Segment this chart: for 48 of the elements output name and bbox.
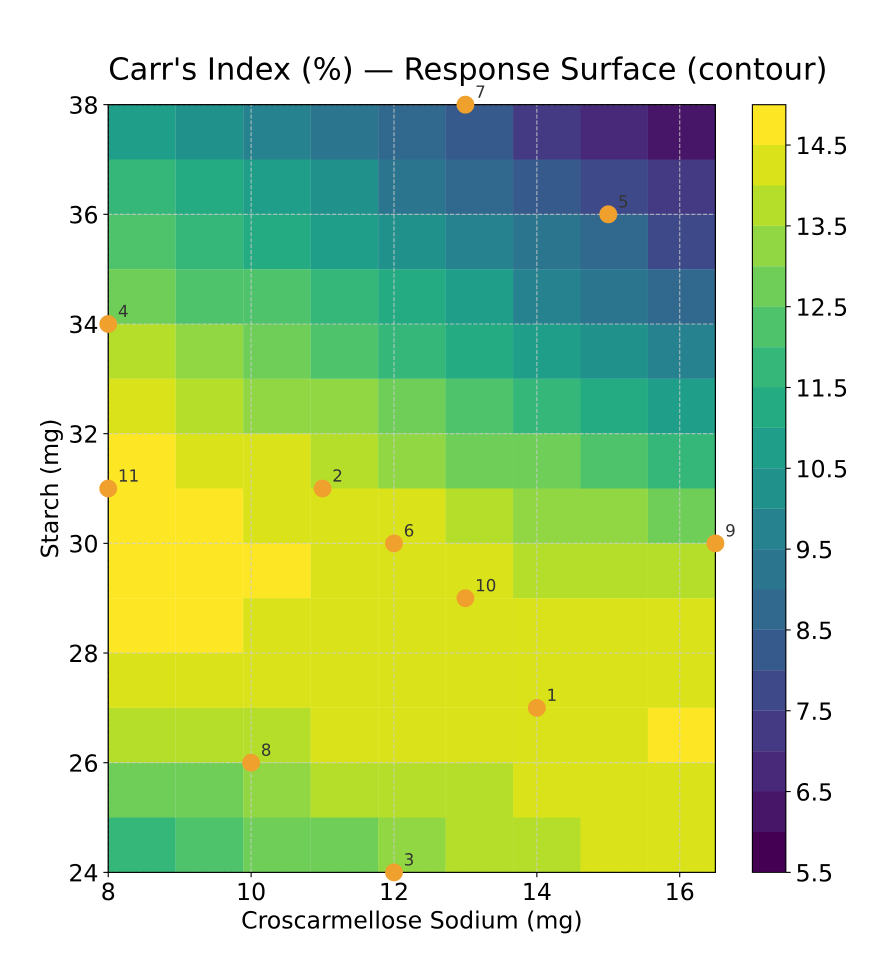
annotation: 10 — [476, 578, 496, 592]
color-bar-label: 8.5 — [797, 621, 832, 640]
point — [706, 534, 724, 552]
point — [456, 589, 474, 608]
point — [385, 863, 403, 882]
color-bar-label: 9.5 — [797, 540, 832, 558]
y-tick-label: 26 — [70, 754, 98, 772]
color-bar-label: 11.5 — [798, 379, 846, 397]
annotation: 7 — [476, 86, 484, 98]
annotation: 8 — [262, 743, 270, 756]
color-bar-label: 7.5 — [798, 702, 832, 720]
y-axis-title: Starch (mg) — [40, 420, 63, 557]
point — [456, 96, 474, 114]
point — [528, 698, 546, 717]
annotation: 1 — [548, 688, 556, 701]
point — [242, 754, 260, 772]
point — [99, 315, 118, 333]
y-tick-label: 30 — [70, 534, 97, 553]
annotation: 11 — [120, 469, 138, 482]
color-bar-label: 5.5 — [797, 864, 832, 882]
y-tick-label: 36 — [70, 206, 98, 224]
annotation: 5 — [619, 195, 628, 208]
point — [599, 205, 618, 224]
x-tick-label: 16 — [667, 882, 694, 900]
chart-title: Carr's Index (%) — Response Surface (contour) — [110, 56, 825, 86]
annotation: 9 — [726, 524, 735, 537]
point — [314, 480, 332, 498]
annotation: 6 — [404, 524, 414, 537]
y-tick-label: 38 — [70, 96, 97, 114]
x-tick-label: 10 — [238, 882, 265, 900]
x-tick-label: 12 — [382, 882, 407, 900]
annotation: 4 — [118, 304, 128, 318]
point — [99, 480, 118, 498]
color-bar-label: 13.5 — [798, 217, 846, 236]
color-bar-label: 6.5 — [797, 783, 832, 801]
x-axis-title: Croscarmellose Sodium (mg) — [242, 910, 581, 934]
y-tick-label: 24 — [70, 864, 98, 882]
y-tick-label: 34 — [70, 315, 98, 334]
x-tick-label: 14 — [524, 882, 551, 900]
y-tick-label: 28 — [70, 644, 97, 662]
y-tick-label: 32 — [70, 425, 96, 443]
x-tick-label: 8 — [102, 882, 114, 900]
annotation: 3 — [404, 853, 413, 866]
color-bar-label: 12.5 — [798, 298, 846, 316]
annotation: 2 — [333, 469, 342, 482]
color-bar-label: 10.5 — [798, 460, 846, 478]
point — [385, 534, 403, 552]
color-bar-label: 14.5 — [798, 136, 846, 154]
